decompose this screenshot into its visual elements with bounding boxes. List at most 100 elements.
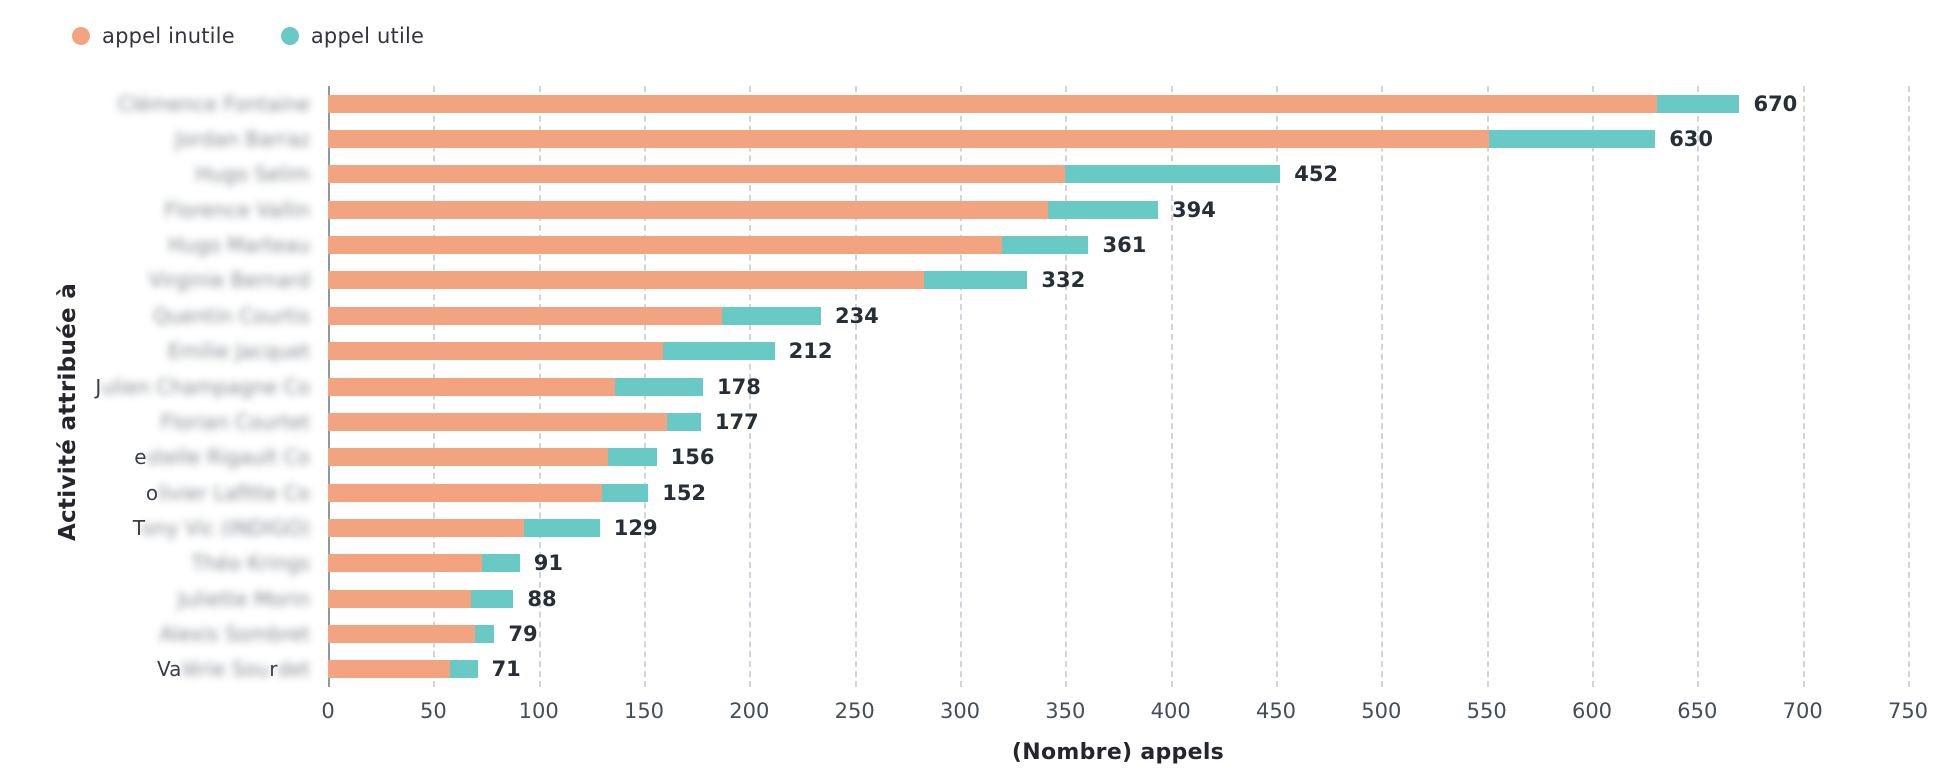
x-axis-title: (Nombre) appels bbox=[1011, 740, 1225, 765]
y-category-label: Hugo Marteau bbox=[168, 233, 310, 257]
bar-segment-appel-inutile[interactable] bbox=[328, 271, 925, 290]
bar-segment-appel-inutile[interactable] bbox=[328, 554, 482, 573]
y-category-label: Quentin Courtis bbox=[153, 304, 310, 328]
clear-text: Va bbox=[156, 657, 182, 682]
y-category-label: Florian Courtet bbox=[161, 410, 310, 434]
bar-segment-appel-inutile[interactable] bbox=[328, 306, 722, 325]
bar-segment-appel-utile[interactable] bbox=[721, 306, 821, 325]
legend-item-appel-inutile[interactable]: appel inutile bbox=[72, 24, 235, 48]
gridline bbox=[749, 86, 752, 687]
y-category-label: Emilie Jacquet bbox=[168, 339, 310, 363]
bar-row: Julien Champagne Co 178 bbox=[95, 375, 760, 399]
bar-total-label: 670 bbox=[1753, 91, 1798, 116]
bar-segment-appel-inutile[interactable] bbox=[328, 165, 1066, 184]
bar-total-label: 71 bbox=[491, 657, 521, 682]
y-category-label: Valérie Sourdet bbox=[157, 657, 310, 681]
bar-segment-appel-inutile[interactable] bbox=[328, 130, 1489, 149]
x-tick-label: 150 bbox=[623, 699, 665, 723]
bar-segment-appel-inutile[interactable] bbox=[328, 236, 1003, 255]
gridline bbox=[1170, 86, 1173, 687]
bar-row: Théo Krings 91 bbox=[192, 551, 563, 575]
y-category-label: olivier Lafitte Co bbox=[146, 481, 310, 505]
x-tick-label: 300 bbox=[939, 699, 981, 723]
bar-segment-appel-utile[interactable] bbox=[1065, 165, 1281, 184]
x-tick-label: 100 bbox=[518, 699, 559, 723]
bar-segment-appel-utile[interactable] bbox=[924, 271, 1028, 290]
bar-segment-appel-inutile[interactable] bbox=[328, 377, 615, 396]
bar-segment-appel-inutile[interactable] bbox=[328, 94, 1658, 113]
bar-segment-appel-utile[interactable] bbox=[614, 377, 703, 396]
bar-total-label: 361 bbox=[1102, 233, 1147, 258]
gridline bbox=[960, 86, 962, 687]
bar-row: Virginie Bernard 332 bbox=[149, 268, 1085, 292]
legend-label-inutile: appel inutile bbox=[102, 24, 235, 48]
bar-row: Florian Courtet 177 bbox=[161, 410, 759, 434]
bar-segment-appel-inutile[interactable] bbox=[328, 342, 663, 361]
bar-segment-appel-utile[interactable] bbox=[1048, 200, 1158, 219]
legend-dot-utile-icon bbox=[280, 27, 299, 45]
bar-row: Juliette Morin 88 bbox=[178, 587, 557, 611]
redacted-text: det bbox=[277, 657, 310, 682]
gridline bbox=[1276, 86, 1278, 687]
y-category-label: Alexis Sombret bbox=[160, 622, 310, 646]
bar-segment-appel-utile[interactable] bbox=[608, 448, 657, 467]
gridline bbox=[1592, 86, 1594, 687]
bar-total-label: 452 bbox=[1294, 162, 1339, 187]
y-category-label: Virginie Bernard bbox=[149, 268, 310, 292]
bar-segment-appel-inutile[interactable] bbox=[328, 412, 668, 431]
bar-total-label: 79 bbox=[508, 621, 538, 646]
bar-total-label: 129 bbox=[613, 515, 658, 540]
bar-total-label: 91 bbox=[533, 551, 563, 576]
bar-row: Hugo Selim 452 bbox=[195, 162, 1338, 186]
y-category-label: Julien Champagne Co bbox=[95, 375, 310, 399]
legend-label-utile: appel utile bbox=[310, 24, 425, 48]
x-tick-label: 650 bbox=[1677, 699, 1718, 723]
bar-segment-appel-inutile[interactable] bbox=[328, 200, 1049, 219]
bar-total-label: 177 bbox=[714, 409, 759, 434]
y-category-label: Jordan Barraz bbox=[175, 127, 310, 151]
bar-total-label: 212 bbox=[788, 339, 833, 364]
bar-segment-appel-utile[interactable] bbox=[471, 589, 514, 608]
bar-segment-appel-inutile[interactable] bbox=[328, 483, 602, 502]
bar-segment-appel-utile[interactable] bbox=[601, 483, 649, 502]
redacted-text: ulien Champagne Co bbox=[101, 374, 310, 399]
legend-item-appel-utile[interactable]: appel utile bbox=[280, 24, 425, 48]
bar-segment-appel-inutile[interactable] bbox=[328, 589, 472, 608]
y-axis-title: Activité attribuée à bbox=[55, 282, 81, 542]
bar-total-label: 332 bbox=[1041, 268, 1086, 293]
redacted-text: Quentin Courtis bbox=[153, 303, 310, 328]
gridline bbox=[854, 86, 857, 687]
redacted-text: Théo Krings bbox=[191, 551, 310, 576]
redacted-text: Jordan Barraz bbox=[175, 127, 310, 152]
x-tick-label: 450 bbox=[1255, 699, 1297, 723]
bar-segment-appel-utile[interactable] bbox=[1002, 236, 1089, 255]
bar-segment-appel-utile[interactable] bbox=[1488, 130, 1656, 149]
bar-segment-appel-utile[interactable] bbox=[667, 412, 701, 431]
bar-segment-appel-utile[interactable] bbox=[662, 342, 775, 361]
bar-segment-appel-utile[interactable] bbox=[481, 554, 520, 573]
bar-segment-appel-inutile[interactable] bbox=[328, 448, 609, 467]
y-category-label: Théo Krings bbox=[192, 551, 310, 575]
y-category-label: Clémence Fontaine bbox=[118, 92, 310, 116]
y-category-label: estelle Rigault Co bbox=[134, 445, 310, 469]
bar-segment-appel-utile[interactable] bbox=[450, 660, 478, 679]
bar-segment-appel-inutile[interactable] bbox=[328, 660, 451, 679]
redacted-text: Florence Vallin bbox=[164, 197, 310, 222]
legend-dot-inutile-icon bbox=[72, 27, 90, 45]
x-tick-label: 750 bbox=[1887, 699, 1929, 723]
bar-segment-appel-utile[interactable] bbox=[1657, 94, 1740, 113]
gridline bbox=[1065, 86, 1068, 687]
bar-segment-appel-inutile[interactable] bbox=[328, 518, 524, 537]
bar-row: Clémence Fontaine 670 bbox=[118, 92, 1798, 116]
bar-total-label: 234 bbox=[834, 303, 879, 328]
redacted-text: Hugo Marteau bbox=[168, 233, 310, 258]
bar-segment-appel-utile[interactable] bbox=[475, 624, 495, 643]
x-tick-label: 600 bbox=[1571, 699, 1613, 723]
redacted-text: Virginie Bernard bbox=[148, 268, 310, 293]
x-tick-label: 50 bbox=[419, 699, 447, 723]
bar-segment-appel-inutile[interactable] bbox=[328, 624, 476, 643]
bar-segment-appel-utile[interactable] bbox=[523, 518, 600, 537]
y-category-label: Hugo Selim bbox=[195, 162, 310, 186]
clear-text: T bbox=[132, 515, 142, 540]
redacted-text: Emilie Jacquet bbox=[167, 339, 310, 364]
